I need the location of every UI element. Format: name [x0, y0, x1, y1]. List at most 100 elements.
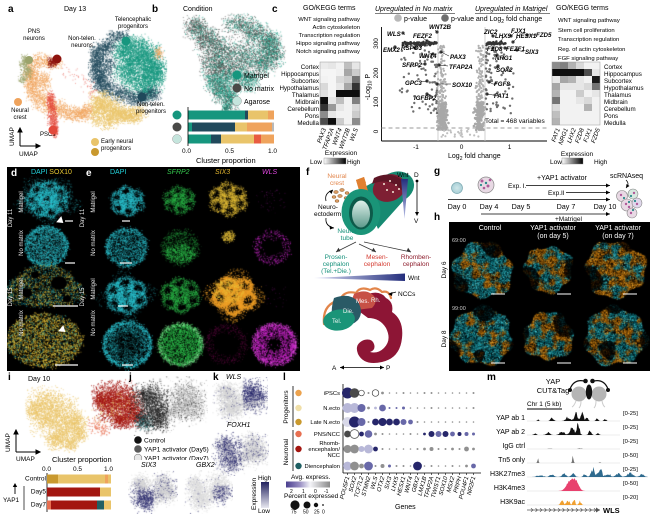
svg-text:cephalon: cephalon — [364, 261, 391, 268]
svg-text:Neural: Neural — [327, 173, 347, 180]
svg-text:Expression: Expression — [251, 477, 258, 510]
svg-text:No matrix: No matrix — [91, 230, 97, 256]
svg-text:Matrigel: Matrigel — [91, 278, 97, 299]
svg-text:YAP ab 1: YAP ab 1 — [496, 415, 525, 422]
svg-text:FEZF2: FEZF2 — [413, 33, 432, 40]
svg-text:Day 11: Day 11 — [8, 208, 14, 227]
svg-text:Midbrain: Midbrain — [295, 99, 319, 106]
svg-text:WLS: WLS — [603, 506, 620, 514]
svg-text:Cerebellum: Cerebellum — [287, 106, 319, 113]
svg-text:Thalamus: Thalamus — [292, 92, 319, 99]
svg-text:[0-20]: [0-20] — [623, 495, 638, 501]
svg-text:Prosen-: Prosen- — [325, 254, 348, 261]
svg-text:Total = 468 variables: Total = 468 variables — [485, 118, 546, 125]
svg-text:[0-50]: [0-50] — [623, 453, 638, 459]
svg-text:Hippocampus: Hippocampus — [281, 71, 319, 78]
svg-text:Matrigel: Matrigel — [19, 191, 25, 212]
svg-text:300: 300 — [373, 38, 380, 49]
svg-text:Pons: Pons — [305, 113, 319, 120]
svg-text:LHX5: LHX5 — [391, 475, 401, 492]
svg-text:25: 25 — [314, 510, 320, 514]
svg-text:Genes: Genes — [395, 504, 416, 511]
svg-text:YAP ab 2: YAP ab 2 — [496, 429, 525, 436]
svg-text:0: 0 — [373, 129, 380, 133]
svg-text:P: P — [386, 365, 390, 372]
svg-text:UMAP: UMAP — [19, 151, 38, 158]
svg-text:0: 0 — [322, 510, 325, 514]
svg-text:POU5F1: POU5F1 — [340, 476, 352, 500]
svg-text:WLS: WLS — [387, 31, 402, 38]
svg-text:WNT4: WNT4 — [404, 475, 414, 494]
svg-text:Diencephalon: Diencephalon — [305, 464, 340, 470]
svg-text:Chr 1 (5 kb): Chr 1 (5 kb) — [527, 401, 561, 408]
svg-text:0.0: 0.0 — [42, 466, 51, 473]
svg-text:Cortex: Cortex — [604, 64, 623, 71]
svg-text:UMAP: UMAP — [16, 456, 35, 463]
svg-text:Die.: Die. — [343, 309, 354, 315]
svg-text:MSX2: MSX2 — [446, 475, 456, 493]
svg-text:Low: Low — [310, 159, 322, 166]
svg-text:(Tel.+Die.): (Tel.+Die.) — [321, 268, 351, 275]
svg-text:Hypothalamus: Hypothalamus — [604, 85, 644, 92]
svg-text:Rh.: Rh. — [371, 298, 381, 304]
svg-text:Hippocampus: Hippocampus — [604, 71, 642, 78]
svg-text:Day 7: Day 7 — [557, 202, 576, 211]
svg-text:WNT2B: WNT2B — [429, 24, 452, 31]
svg-text:Day5: Day5 — [31, 489, 47, 496]
svg-text:encephalon/: encephalon/ — [308, 447, 340, 453]
svg-text:POU4F1: POU4F1 — [459, 476, 471, 500]
svg-text:Mes.: Mes. — [356, 299, 369, 305]
svg-text:0: 0 — [460, 144, 464, 151]
svg-text:H3K9ac: H3K9ac — [500, 499, 525, 506]
svg-text:WLS: WLS — [349, 126, 360, 142]
svg-text:High: High — [258, 475, 272, 482]
svg-text:200: 200 — [373, 67, 380, 78]
svg-text:Control: Control — [144, 438, 166, 445]
svg-text:NCCs: NCCs — [398, 291, 416, 298]
svg-text:Neuro-: Neuro- — [318, 204, 338, 211]
svg-text:WLS: WLS — [370, 476, 379, 490]
svg-text:scRNAseq: scRNAseq — [610, 173, 643, 180]
svg-text:Control: Control — [25, 476, 47, 483]
svg-text:UMAP: UMAP — [9, 127, 16, 146]
svg-text:GBX2: GBX2 — [411, 475, 421, 493]
svg-text:Day 15: Day 15 — [80, 287, 86, 307]
svg-text:Matrigel: Matrigel — [19, 278, 25, 299]
svg-text:Matrigel: Matrigel — [91, 191, 97, 212]
svg-text:cephalon: cephalon — [323, 261, 350, 268]
svg-text:Day7: Day7 — [31, 502, 47, 509]
svg-text:Subcortex: Subcortex — [291, 78, 320, 85]
svg-text:Low: Low — [550, 159, 562, 166]
svg-text:Progenitors: Progenitors — [283, 390, 290, 424]
svg-text:SOX10: SOX10 — [439, 475, 450, 496]
svg-text:100: 100 — [373, 96, 380, 107]
svg-text:Tn5 only: Tn5 only — [498, 457, 525, 464]
svg-text:No matrix: No matrix — [19, 310, 25, 336]
svg-text:Late N.ecto: Late N.ecto — [310, 420, 340, 426]
svg-text:Medulla: Medulla — [604, 120, 626, 127]
svg-text:[0-25]: [0-25] — [623, 467, 638, 473]
svg-text:Day 10: Day 10 — [594, 202, 617, 211]
svg-text:FAT1: FAT1 — [550, 127, 561, 143]
svg-text:Rhomb-: Rhomb- — [319, 441, 340, 447]
svg-text:Subcortex: Subcortex — [604, 78, 633, 85]
svg-text:1: 1 — [508, 144, 512, 151]
svg-text:1.0: 1.0 — [268, 148, 277, 155]
svg-text:Upregulated in No matrix: Upregulated in No matrix — [375, 6, 453, 13]
svg-text:TFAP2A: TFAP2A — [424, 476, 436, 499]
svg-text:GPC3: GPC3 — [405, 80, 422, 87]
svg-text:Neural: Neural — [337, 228, 357, 235]
svg-text:Wnt: Wnt — [408, 275, 420, 282]
svg-text:PAX3: PAX3 — [450, 54, 466, 61]
svg-text:FJX1: FJX1 — [511, 28, 526, 35]
svg-text:NRG1: NRG1 — [495, 55, 513, 62]
svg-text:High: High — [594, 159, 608, 166]
svg-text:FEZF1: FEZF1 — [506, 46, 525, 53]
svg-text:Cerebellum: Cerebellum — [604, 106, 636, 113]
svg-text:CUT&Tag: CUT&Tag — [537, 386, 570, 395]
svg-text:2: 2 — [290, 489, 293, 495]
svg-text:Day 6: Day 6 — [441, 261, 448, 278]
svg-text:Day 15: Day 15 — [8, 287, 14, 307]
svg-text:No matrix: No matrix — [19, 230, 25, 256]
svg-text:Low: Low — [258, 508, 270, 514]
